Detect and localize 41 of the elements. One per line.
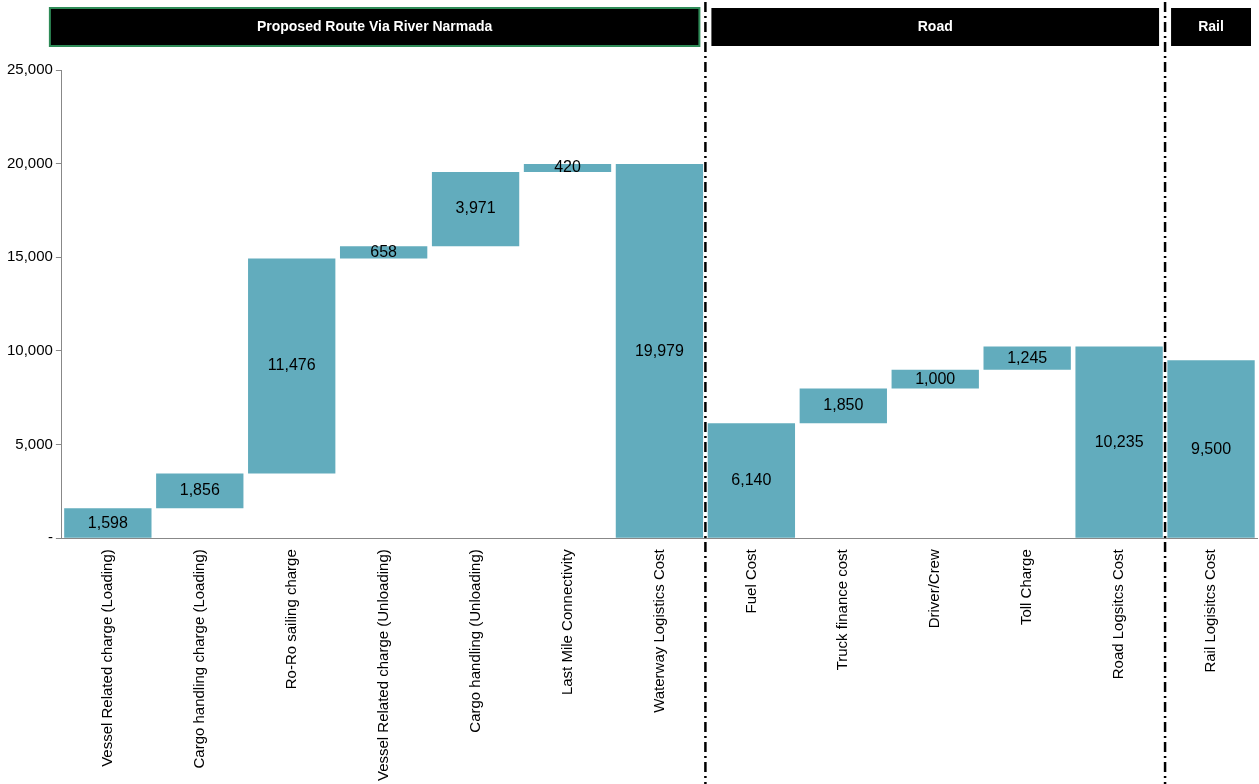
text: Rail [1198,17,1224,34]
text: Road [917,17,953,34]
y-tick-label: - [47,528,53,546]
data-label: 6,140 [731,471,772,489]
data-label: 3,971 [455,199,496,217]
data-label: 1,850 [823,396,864,414]
x-tick-label: Rail Logisitcs Cost [1201,548,1219,673]
x-tick-label: Waterway Logistics Cost [649,548,667,713]
y-tick-label: 5,000 [15,434,53,452]
text: Proposed Route Via River Narmada [256,17,493,34]
y-tick-label: 25,000 [6,60,53,78]
data-label: 1,598 [87,513,128,531]
bar [431,171,520,247]
bar [707,423,796,538]
data-label: 9,500 [1191,439,1232,457]
bar [248,258,336,474]
data-label: 11,476 [267,356,316,374]
x-tick-label: Driver/Crew [925,549,943,629]
x-tick-label: Cargo handling (Unloading) [465,549,483,733]
x-tick-label: Road Logsitcs Cost [1109,548,1127,680]
y-tick-label: 20,000 [6,153,53,171]
x-tick-label: Vessel Related charge (Unloading) [373,549,391,782]
x-tick-label: Cargo handling charge (Loading) [189,549,207,769]
x-tick-label: Last Mile Connectivity [557,548,575,696]
y-tick-label: 10,000 [6,341,53,359]
data-label: 19,979 [634,341,685,359]
data-label: 658 [370,242,398,260]
data-label: 1,856 [179,481,220,499]
bar [64,508,152,538]
x-tick-label: Toll Charge [1017,549,1035,626]
x-tick-label: Ro-Ro sailing charge [281,549,299,690]
bar [1075,346,1163,538]
bar [615,164,704,538]
y-tick-label: 15,000 [6,247,53,265]
data-label: 1,000 [915,369,956,387]
bar [1167,360,1255,538]
x-tick-label: Truck finance cost [833,548,851,671]
x-tick-label: Fuel Cost [741,548,759,614]
data-label: 10,235 [1094,432,1144,450]
data-label: 1,245 [1007,348,1048,366]
x-tick-label: Vessel Related charge (Loading) [97,549,115,767]
